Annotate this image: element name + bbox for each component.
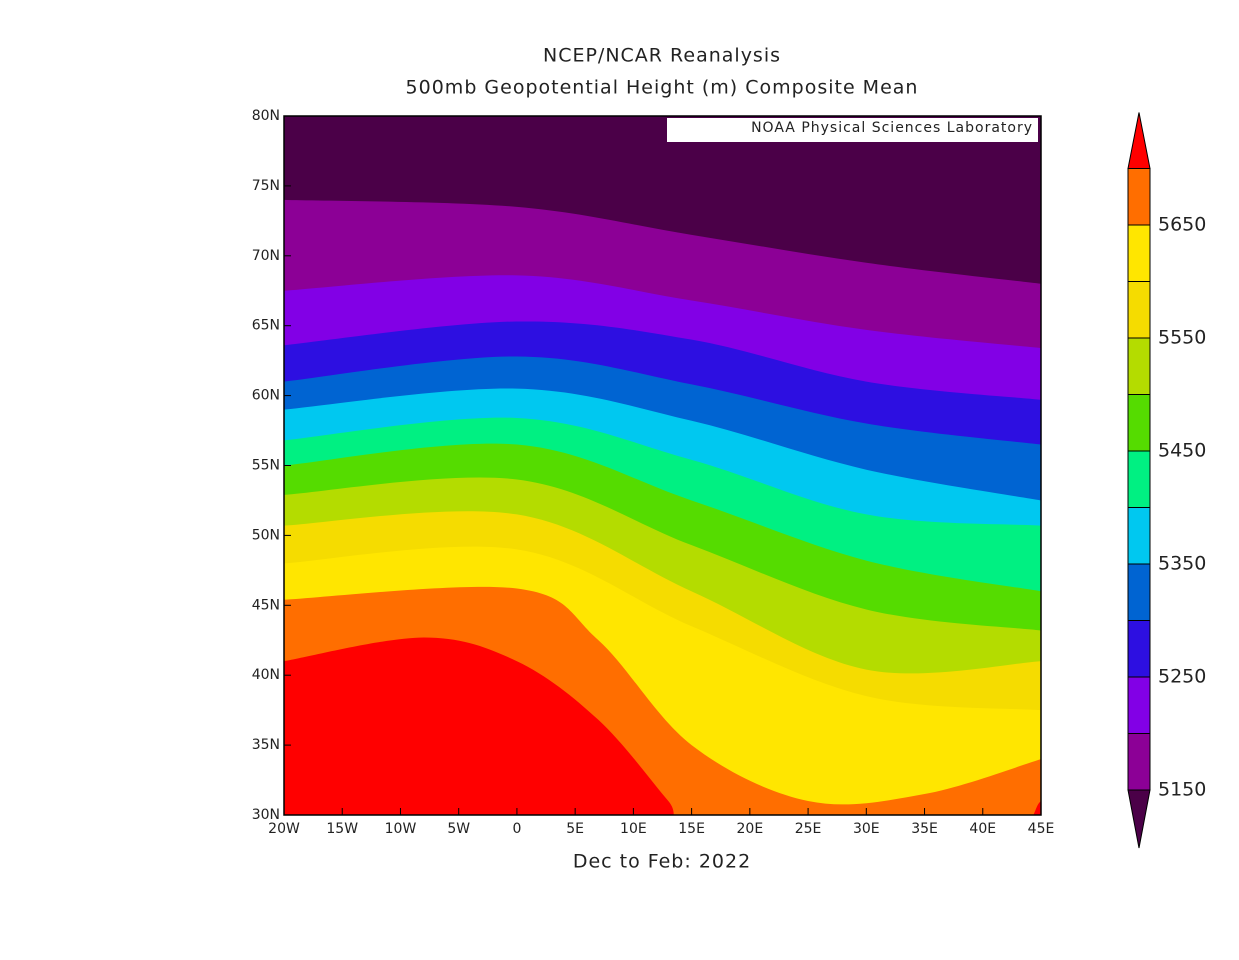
colorbar-under xyxy=(1127,789,1151,849)
y-tick-label: 30N xyxy=(252,807,280,823)
x-tick-label: 45E xyxy=(1028,821,1055,837)
colorbar-over xyxy=(1127,112,1151,169)
y-tick-label: 65N xyxy=(252,318,280,334)
annotation: NOAA Physical Sciences Laboratory xyxy=(751,120,1033,136)
colorbar-box xyxy=(1127,733,1151,791)
x-tick-label: 10W xyxy=(385,821,417,837)
colorbar-label: 5650 xyxy=(1158,214,1206,236)
colorbar-box xyxy=(1127,337,1151,395)
colorbar-label: 5550 xyxy=(1158,327,1206,349)
y-tick-label: 55N xyxy=(252,458,280,474)
colorbar-box xyxy=(1127,224,1151,282)
colorbar-box xyxy=(1127,620,1151,678)
x-tick-label: 5E xyxy=(566,821,584,837)
x-tick-label: 15E xyxy=(678,821,705,837)
colorbar-label: 5250 xyxy=(1158,666,1206,688)
colorbar-box xyxy=(1127,394,1151,452)
x-tick-label: 0 xyxy=(512,821,521,837)
colorbar-label: 5450 xyxy=(1158,440,1206,462)
colorbar-box xyxy=(1127,168,1151,226)
annotation-box xyxy=(667,118,1038,142)
map-field xyxy=(284,116,1041,815)
x-axis-label: Dec to Feb: 2022 xyxy=(573,851,751,873)
y-tick-label: 75N xyxy=(252,178,280,194)
x-tick-label: 35E xyxy=(911,821,938,837)
y-tick-label: 50N xyxy=(252,527,280,543)
x-tick-label: 40E xyxy=(969,821,996,837)
x-tick-label: 25E xyxy=(795,821,822,837)
chart-subtitle: 500mb Geopotential Height (m) Composite … xyxy=(406,77,919,99)
y-tick-label: 45N xyxy=(252,597,280,613)
colorbar-box xyxy=(1127,507,1151,565)
colorbar-box xyxy=(1127,676,1151,734)
field-band xyxy=(284,637,1041,815)
y-tick-label: 70N xyxy=(252,248,280,264)
y-tick-label: 35N xyxy=(252,737,280,753)
colorbar-box xyxy=(1127,563,1151,621)
colorbar-label: 5150 xyxy=(1158,779,1206,801)
x-tick-label: 5W xyxy=(447,821,470,837)
x-tick-label: 10E xyxy=(620,821,647,837)
x-tick-label: 20E xyxy=(737,821,764,837)
y-tick-label: 40N xyxy=(252,667,280,683)
x-tick-label: 15W xyxy=(326,821,358,837)
chart-title: NCEP/NCAR Reanalysis xyxy=(543,45,781,67)
x-tick-label: 20W xyxy=(268,821,300,837)
x-tick-label: 30E xyxy=(853,821,880,837)
y-tick-label: 60N xyxy=(252,388,280,404)
colorbar-box xyxy=(1127,281,1151,339)
colorbar-box xyxy=(1127,450,1151,508)
colorbar-label: 5350 xyxy=(1158,553,1206,575)
y-tick-label: 80N xyxy=(252,108,280,124)
